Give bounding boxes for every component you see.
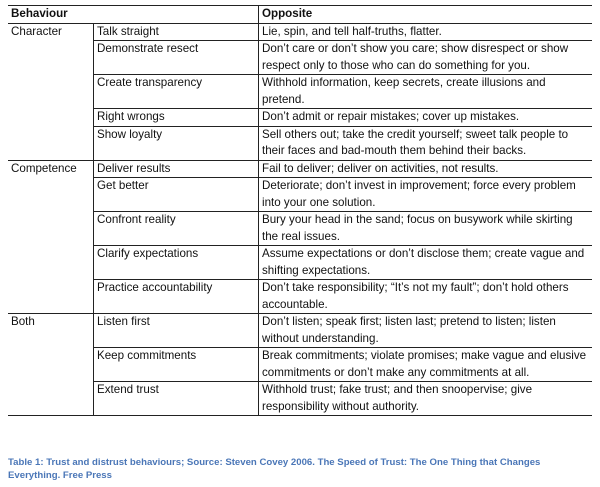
- category-cell: Both: [8, 313, 94, 416]
- opposite-cell: Don’t take responsibility; “It’s not my …: [258, 279, 592, 314]
- opposite-cell: Deteriorate; don’t invest in improvement…: [258, 177, 592, 212]
- table-caption: Table 1: Trust and distrust behaviours; …: [8, 457, 541, 481]
- opposite-cell: Fail to deliver; deliver on activities, …: [258, 159, 592, 178]
- behaviour-cell: Create transparency: [93, 74, 259, 109]
- opposite-cell: Withhold information, keep secrets, crea…: [258, 74, 592, 109]
- opposite-cell: Break commitments; violate promises; mak…: [258, 347, 592, 382]
- opposite-cell: Lie, spin, and tell half-truths, flatter…: [262, 24, 442, 38]
- opposite-cell: Sell others out; take the credit yoursel…: [258, 125, 592, 160]
- opposite-cell: Don’t listen; speak first; listen last; …: [258, 313, 592, 348]
- header-behaviour: Behaviour: [8, 5, 259, 23]
- behaviour-cell: Demonstrate resect: [93, 40, 259, 75]
- table-row: Create transparency Withhold information…: [8, 74, 592, 109]
- table-row: Right wrongs Don’t admit or repair mista…: [8, 108, 592, 126]
- table-row: Both Listen first Don’t listen; speak fi…: [8, 313, 592, 416]
- table-row: Keep commitments Break commitments; viol…: [8, 347, 592, 382]
- table-row: Extend trust Withhold trust; fake trust;…: [8, 381, 592, 416]
- table-row: Character Talk straight Lie, spin, and t…: [8, 23, 592, 160]
- behaviour-cell: Get better: [93, 177, 259, 212]
- behaviour-cell: Right wrongs: [93, 108, 259, 126]
- table-row: Get better Deteriorate; don’t invest in …: [8, 177, 592, 212]
- behaviour-cell: Confront reality: [93, 211, 259, 246]
- opposite-cell: Don’t care or don’t show you care; show …: [258, 40, 592, 75]
- table-row: Competence Deliver results Fail to deliv…: [8, 159, 592, 314]
- category-cell: Character: [8, 23, 94, 160]
- behaviour-cell: Deliver results: [93, 159, 259, 178]
- opposite-cell: Bury your head in the sand; focus on bus…: [258, 211, 592, 246]
- behaviour-cell: Listen first: [93, 313, 259, 348]
- header-opposite: Opposite: [262, 7, 313, 20]
- opposite-cell: Withhold trust; fake trust; and then sno…: [258, 381, 592, 416]
- opposite-cell: Assume expectations or don’t disclose th…: [258, 245, 592, 280]
- table-row: Show loyalty Sell others out; take the c…: [8, 125, 592, 160]
- behaviour-cell: Practice accountability: [93, 279, 259, 314]
- table-header-row: Behaviour Opposite: [8, 5, 592, 23]
- behaviour-cell: Extend trust: [93, 381, 259, 416]
- table-row: Confront reality Bury your head in the s…: [8, 211, 592, 246]
- table-row: Practice accountability Don’t take respo…: [8, 279, 592, 314]
- behaviour-cell: Clarify expectations: [93, 245, 259, 280]
- table-row: Demonstrate resect Don’t care or don’t s…: [8, 40, 592, 75]
- behaviour-cell: Talk straight: [93, 23, 259, 41]
- trust-behaviours-table: Behaviour Opposite Character Talk straig…: [8, 5, 592, 416]
- category-cell: Competence: [8, 159, 94, 314]
- table-row: Clarify expectations Assume expectations…: [8, 245, 592, 280]
- opposite-cell: Don’t admit or repair mistakes; cover up…: [258, 108, 592, 126]
- behaviour-cell: Show loyalty: [93, 125, 259, 160]
- behaviour-cell: Keep commitments: [93, 347, 259, 382]
